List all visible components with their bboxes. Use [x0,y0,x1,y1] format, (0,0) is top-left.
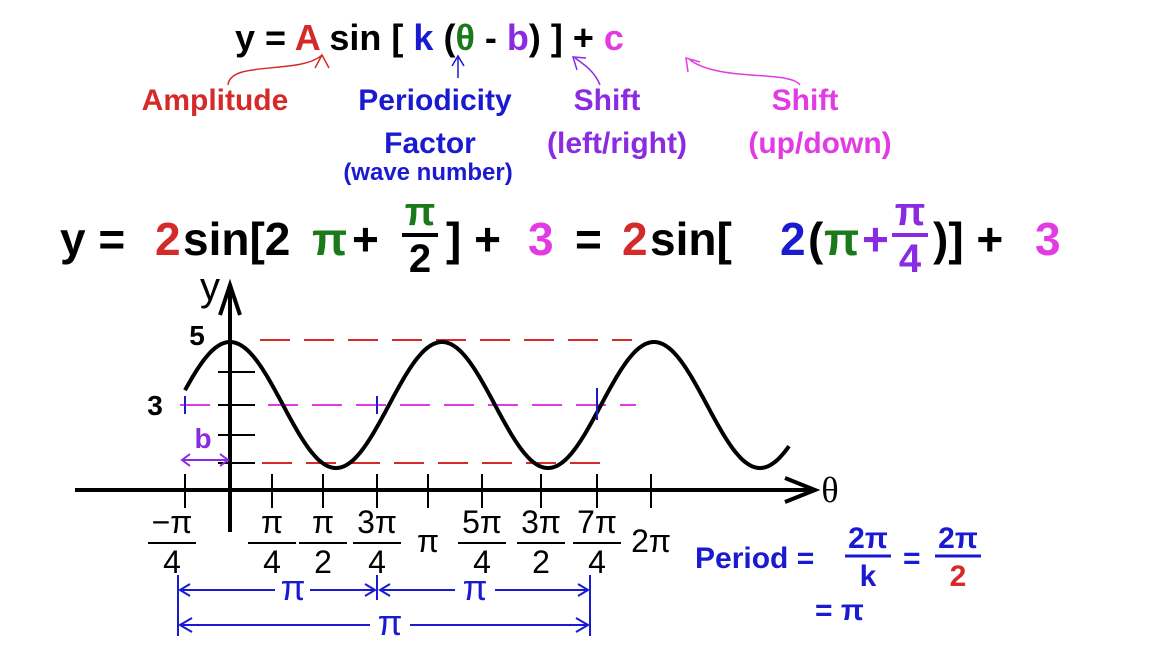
part: - [475,17,507,58]
part: sin[2 [183,213,290,265]
label: Factor [384,127,476,160]
period-formula: Period = 2π k = 2π 2 = π [695,522,981,627]
bracket-label: π [281,567,306,608]
part: + [862,213,889,265]
x-tick-denominator: 4 [163,544,181,580]
shift-label: b [194,423,211,454]
part: 2 [155,213,181,265]
x-arrow [784,476,821,504]
equals: = [903,542,921,575]
y-ticks [218,371,255,464]
denominator: 2 [950,560,967,593]
part: k [413,17,434,58]
x-tick-numerator: 3π [521,504,561,540]
bracket-label: π [463,567,488,608]
bracket-label: π [378,602,403,643]
label: (left/right) [547,127,687,160]
part: )] + [933,213,1003,265]
numerator: 2π [938,522,978,555]
part: + [352,213,379,265]
part: ] + [446,213,501,265]
part: A [295,17,321,58]
x-tick-numerator: π [312,504,334,540]
label: Amplitude [142,84,289,117]
numerator: π [405,190,436,234]
sine-curve [183,340,791,470]
period-result: = π [815,594,864,627]
part: b [507,17,529,58]
shift-arrow [180,453,230,467]
x-tick-denominator: 4 [588,544,606,580]
x-tick-numerator: π [261,504,283,540]
part: sin [ [319,17,413,58]
part: 2 [622,213,648,265]
part: ( [433,17,455,58]
crossing-marks [184,388,598,420]
y-label: 3 [147,390,163,421]
part: y = [235,17,295,58]
part: c [604,17,624,58]
label: Shift [772,84,839,117]
part: 3 [1035,213,1061,265]
part: = [575,213,602,265]
x-tick-numerator: 5π [462,504,502,540]
label: (up/down) [748,127,891,160]
x-axis-label: θ [821,470,838,510]
x-tick-label: 2π [631,523,671,559]
x-tick-denominator: 4 [368,544,386,580]
part: sin[ [650,213,732,265]
denominator: k [860,560,877,593]
label: Shift [574,84,641,117]
part: 2 [780,213,806,265]
part: y = [60,213,138,265]
period-label: Period = [695,542,814,575]
numerator: π [895,190,926,234]
y-arrow [218,278,242,316]
x-tick-label: π [417,523,439,559]
part: θ [455,17,474,58]
x-tick-denominator: 2 [314,544,332,580]
y-axis-label: y [200,265,220,309]
part: π [312,213,347,265]
y-label: 5 [189,320,205,351]
pointer-arrows [227,53,801,86]
part: ( [808,213,824,265]
denominator: 2 [409,237,431,281]
part: ) ] + [529,17,604,58]
x-tick-numerator: −π [152,504,193,540]
numerator: 2π [848,522,888,555]
period-brackets [177,575,591,636]
part: π [824,213,859,265]
x-tick-denominator: 2 [532,544,550,580]
x-tick-denominator: 4 [473,544,491,580]
x-tick-denominator: 4 [263,544,281,580]
part: 3 [528,213,554,265]
x-tick-numerator: 7π [577,504,617,540]
example-equation: y = 2 sin[2 π + π 2 ] + 3 = 2 sin[ 2 ( π… [60,190,1061,281]
label: Periodicity [358,84,512,117]
x-tick-numerator: 3π [357,504,397,540]
denominator: 4 [899,237,922,281]
general-form: y = A sin [ k (θ - b) ] + c [0,17,654,58]
label: (wave number) [343,159,512,186]
